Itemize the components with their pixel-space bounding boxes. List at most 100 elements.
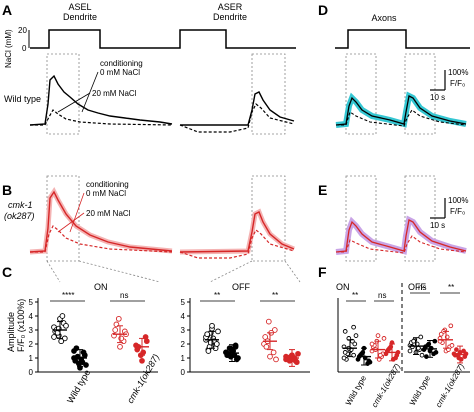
data-point: [387, 345, 392, 351]
c-off-sig-wt: **: [214, 291, 220, 300]
data-point: [267, 353, 273, 360]
d-wt-cond0-trace: [335, 95, 467, 126]
c-on-xtick-wt: Wild type: [65, 368, 92, 405]
data-point: [342, 329, 348, 334]
b-cond20-label: 20 mM NaCl: [86, 209, 131, 218]
nacl-low-tick: 0: [22, 44, 27, 53]
data-point: [58, 338, 65, 345]
data-point: [433, 350, 439, 355]
data-point: [270, 349, 277, 356]
asel-title: ASEL: [68, 2, 91, 12]
y-tick-label: 0: [181, 368, 186, 377]
f-on-title: ON: [336, 282, 350, 292]
e-scale-x-label: 10 s: [430, 221, 445, 230]
connector: [284, 260, 301, 283]
data-point: [295, 350, 301, 357]
b-genotype-line2: (ok287): [4, 211, 35, 221]
data-point: [342, 350, 348, 355]
panel-label-a: A: [2, 2, 12, 18]
aser-title-line2: Dendrite: [213, 12, 247, 22]
y-tick-label: 4: [181, 312, 186, 321]
y-tick-label: 5: [29, 298, 34, 307]
aser-wt-cond20-trace: [179, 103, 295, 133]
aser-title-line1: ASER: [218, 2, 243, 12]
d-wt-cond20-trace: [336, 109, 467, 127]
f-on-sig-1: **: [352, 291, 358, 300]
asel-wt-cond0-trace: [29, 74, 173, 126]
data-point: [83, 362, 89, 368]
nacl-high-tick: 20: [18, 26, 27, 35]
data-point: [205, 348, 212, 354]
d-stimulus-trace: [335, 29, 470, 49]
scatter-layer: 0 1 2 3 4 5 0 1 2 3 4 5: [29, 298, 470, 377]
y-tick-label: 4: [29, 312, 34, 321]
data-point: [59, 313, 66, 319]
y-tick-label: 5: [181, 298, 186, 307]
data-point: [273, 356, 279, 363]
y-tick-label: 3: [181, 326, 186, 335]
c-on-sig-wt: ****: [62, 291, 74, 300]
c-ylabel-line2: F/F₀ (x100%): [16, 299, 26, 352]
f-off-xtick-wt: Wild type: [408, 374, 433, 407]
data-point: [139, 357, 145, 364]
asel-cmk-cond0-sem: [29, 187, 173, 255]
traces-b: [29, 187, 295, 259]
panel-label-b: B: [2, 182, 12, 198]
f-off-sig-1: ns: [418, 283, 426, 292]
window-d-on: [345, 53, 377, 135]
a-cond0-label: 0 mM NaCl: [100, 68, 140, 77]
c-on-sig-cmk: ns: [120, 291, 128, 300]
e-scale-unit-label: F/F₀: [450, 207, 465, 216]
data-point: [411, 338, 416, 344]
data-point: [353, 333, 359, 338]
b-conditioning-label: conditioning: [86, 180, 129, 189]
y-tick-label: 2: [181, 340, 186, 349]
nacl-stimulus-trace: [30, 29, 296, 49]
c-off-sig-cmk: **: [272, 291, 278, 300]
d-scale-x-label: 10 s: [430, 93, 445, 102]
window-asel-b: [46, 175, 80, 262]
y-tick-label: 1: [29, 354, 34, 363]
data-point: [115, 315, 122, 322]
c-on-title: ON: [94, 282, 108, 292]
asel-wt-cond20-trace: [30, 109, 173, 126]
data-point: [407, 348, 413, 354]
window-aser-b: [251, 175, 286, 262]
traces-a: [29, 74, 295, 133]
f-off-xtick-cmk: cmk-1(ok287): [434, 362, 466, 409]
data-point: [425, 343, 430, 348]
data-point: [419, 352, 425, 358]
c-ylabel-line1: Amplitude: [6, 312, 16, 352]
window-aser-a: [251, 53, 286, 135]
data-point: [367, 359, 373, 365]
data-point: [449, 343, 455, 348]
a-cond20-label: 20 mM NaCl: [92, 89, 137, 98]
data-point: [416, 345, 421, 351]
data-point: [448, 323, 454, 329]
y-tick-label: 0: [29, 368, 34, 377]
data-point: [359, 351, 364, 357]
data-point: [351, 324, 356, 330]
data-point: [262, 334, 269, 340]
panel-label-c: C: [2, 264, 12, 280]
b-cond0-label: 0 mM NaCl: [86, 189, 126, 198]
data-point: [271, 327, 278, 333]
f-on-sig-2: ns: [378, 291, 386, 300]
data-point: [112, 327, 119, 333]
e-cmk-cond0-trace: [335, 219, 467, 253]
e-scale-y-label: 100%: [448, 196, 468, 205]
y-tick-label: 3: [29, 326, 34, 335]
data-point: [293, 359, 300, 366]
window-asel-a: [46, 53, 80, 135]
data-point: [213, 341, 220, 347]
f-on-xtick-wt: Wild type: [344, 374, 369, 407]
panel-label-f: F: [318, 264, 327, 280]
connector-lines: [46, 260, 301, 283]
traces-d: [335, 91, 467, 128]
f-off-title: OFF: [408, 282, 426, 292]
data-point: [375, 333, 381, 338]
data-point: [117, 343, 123, 350]
d-scale-y-label: 100%: [448, 68, 468, 77]
d-title: Axons: [371, 13, 397, 23]
asel-title-line1: ASEL: [68, 2, 91, 12]
